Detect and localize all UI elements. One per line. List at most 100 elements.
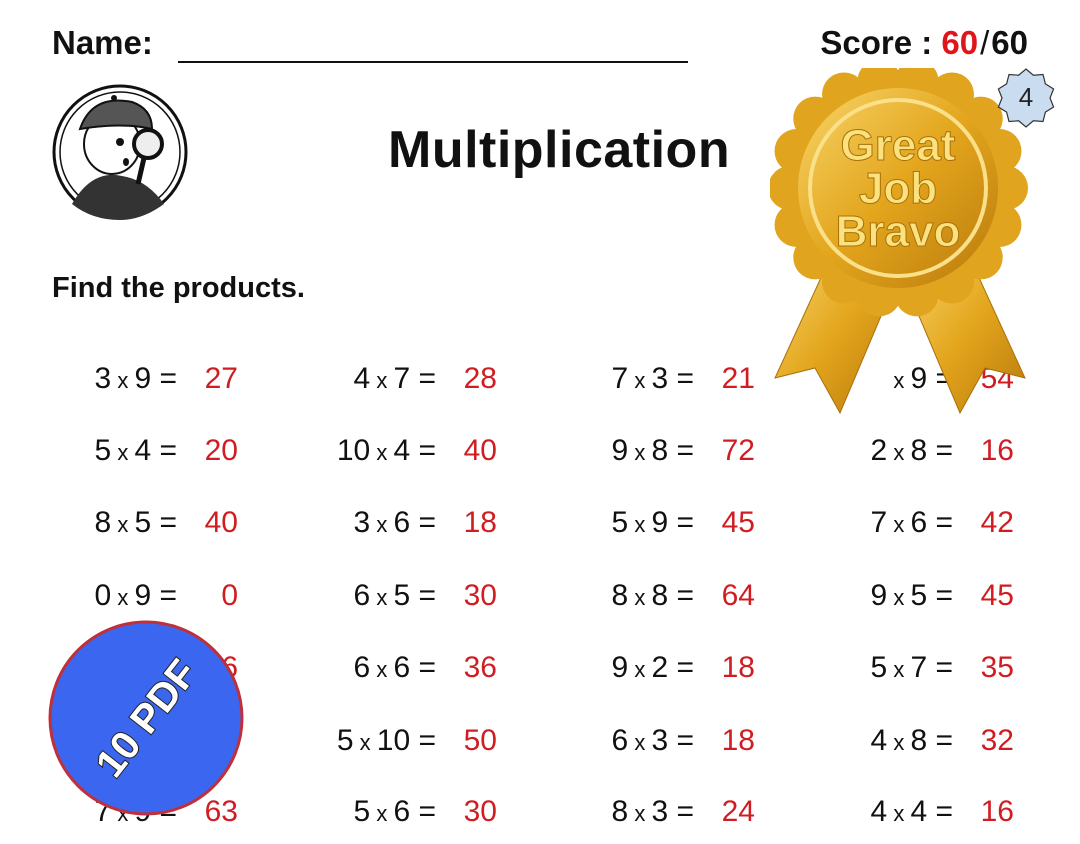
equals-sign: = xyxy=(927,579,953,612)
problem-equation: 9 x 8 = xyxy=(494,433,694,471)
answer: 20 xyxy=(204,434,238,467)
factor-b: 3 xyxy=(651,795,669,828)
page-number: 4 xyxy=(1019,82,1033,112)
equals-sign: = xyxy=(927,506,953,539)
factor-b: 4 xyxy=(393,434,411,467)
equals-sign: = xyxy=(927,795,953,828)
factor-b: 6 xyxy=(910,506,928,539)
problem-equation: 5 x 9 = xyxy=(494,505,694,543)
award-text-job: Job xyxy=(859,164,937,213)
times-sign: x xyxy=(370,801,394,826)
page-title: Multiplication xyxy=(388,121,731,179)
great-job-award-ribbon: Great Job Bravo xyxy=(770,68,1028,415)
factor-b: 8 xyxy=(910,434,928,467)
times-sign: x xyxy=(370,368,394,393)
problem-equation: 6 x 5 = xyxy=(236,578,436,616)
equals-sign: = xyxy=(151,362,177,395)
times-sign: x xyxy=(353,730,377,755)
factor-b: 8 xyxy=(651,579,669,612)
award-text-bravo: Bravo xyxy=(836,207,961,256)
problem-equation: 5 x 4 = xyxy=(0,433,177,471)
factor-a: 4 xyxy=(353,362,371,395)
times-sign: x xyxy=(887,440,911,465)
answer: 24 xyxy=(721,795,755,828)
times-sign: x xyxy=(628,801,652,826)
factor-a: 5 xyxy=(94,434,112,467)
equals-sign: = xyxy=(668,579,694,612)
answer: 18 xyxy=(463,506,497,539)
times-sign: x xyxy=(628,657,652,682)
name-field-line[interactable] xyxy=(178,61,688,63)
problem-equation: 7 x 3 = xyxy=(494,361,694,399)
factor-a: 4 xyxy=(870,795,888,828)
answer: 36 xyxy=(463,651,497,684)
factor-a: 5 xyxy=(611,506,629,539)
factor-a: 9 xyxy=(611,434,629,467)
times-sign: x xyxy=(887,657,911,682)
factor-a: 9 xyxy=(870,579,888,612)
factor-a: 6 xyxy=(353,579,371,612)
detective-boy-illustration xyxy=(52,84,188,220)
factor-b: 4 xyxy=(910,795,928,828)
equals-sign: = xyxy=(927,434,953,467)
problem-equation: 5 x 10 = xyxy=(236,723,436,761)
answer: 28 xyxy=(463,362,497,395)
times-sign: x xyxy=(111,801,135,826)
answer: 16 xyxy=(980,434,1014,467)
factor-b: 9 xyxy=(651,506,669,539)
page-number-badge: 4 xyxy=(997,68,1055,128)
factor-a: 2 xyxy=(870,434,888,467)
times-sign: x xyxy=(628,730,652,755)
times-sign: x xyxy=(628,585,652,610)
problem-equation: 6 x 3 = xyxy=(494,723,694,761)
equals-sign: = xyxy=(927,724,953,757)
factor-b: 8 xyxy=(651,434,669,467)
factor-b: 9 xyxy=(134,362,152,395)
problem-equation: 3 x 6 = xyxy=(236,505,436,543)
equals-sign: = xyxy=(151,434,177,467)
answer: 64 xyxy=(721,579,755,612)
problem-equation: 7 x 6 = xyxy=(753,505,953,543)
factor-b: 5 xyxy=(910,579,928,612)
times-sign: x xyxy=(887,368,911,393)
factor-b: 10 xyxy=(376,724,411,757)
answer: 0 xyxy=(221,579,238,612)
factor-b: 6 xyxy=(393,795,411,828)
equals-sign: = xyxy=(410,362,436,395)
times-sign: x xyxy=(887,801,911,826)
equals-sign: = xyxy=(927,651,953,684)
answer: 30 xyxy=(463,579,497,612)
equals-sign: = xyxy=(410,795,436,828)
times-sign: x xyxy=(628,440,652,465)
problem-equation: 6 x 6 = xyxy=(236,650,436,688)
answer: 45 xyxy=(980,579,1014,612)
award-text-great: Great xyxy=(841,121,956,170)
times-sign: x xyxy=(887,585,911,610)
equals-sign: = xyxy=(410,651,436,684)
factor-b: 8 xyxy=(910,724,928,757)
answer: 42 xyxy=(980,506,1014,539)
answer: 40 xyxy=(463,434,497,467)
factor-b: 3 xyxy=(651,724,669,757)
factor-b: 5 xyxy=(134,506,152,539)
equals-sign: = xyxy=(668,362,694,395)
factor-a: 6 xyxy=(611,724,629,757)
answer: 50 xyxy=(463,724,497,757)
equals-sign: = xyxy=(410,579,436,612)
times-sign: x xyxy=(111,512,135,537)
answer: 21 xyxy=(721,362,755,395)
factor-a: 9 xyxy=(611,651,629,684)
answer: 30 xyxy=(463,795,497,828)
score-obtained: 60 xyxy=(941,24,979,61)
answer: 32 xyxy=(980,724,1014,757)
answer: 45 xyxy=(721,506,755,539)
instructions: Find the products. xyxy=(52,272,305,304)
factor-a: 8 xyxy=(94,506,112,539)
times-sign: x xyxy=(370,657,394,682)
equals-sign: = xyxy=(151,506,177,539)
answer: 72 xyxy=(721,434,755,467)
times-sign: x xyxy=(887,730,911,755)
factor-a: 7 xyxy=(611,362,629,395)
factor-a: 7 xyxy=(870,506,888,539)
equals-sign: = xyxy=(668,795,694,828)
